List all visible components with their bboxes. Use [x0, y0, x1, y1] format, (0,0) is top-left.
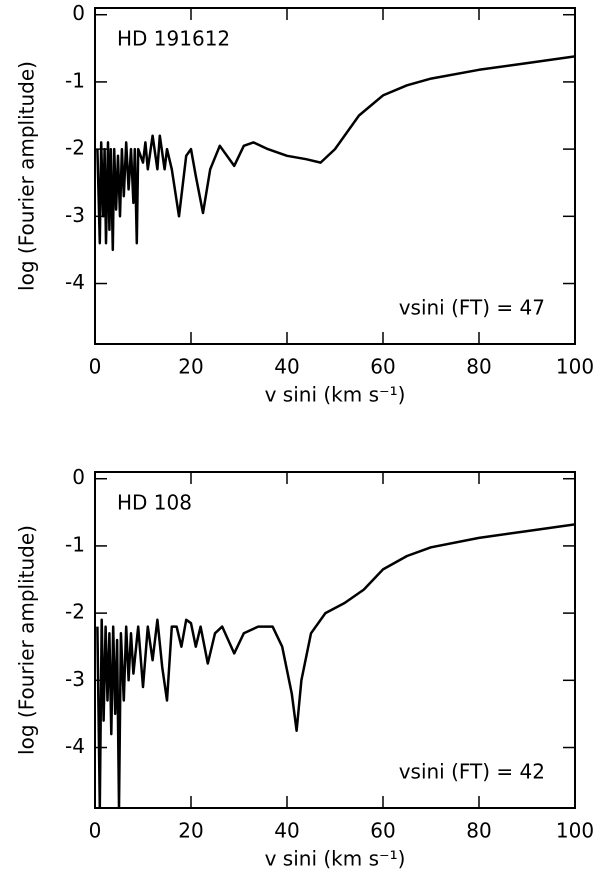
- x-tick-label: 40: [274, 355, 299, 379]
- plot-frame: [94, 471, 576, 809]
- x-axis-label: v sini (km s⁻¹): [265, 847, 406, 871]
- y-tick-label: -2: [65, 600, 85, 624]
- y-tick-label: 0: [72, 1, 85, 25]
- data-line: [96, 55, 575, 252]
- y-tick-label: 0: [72, 465, 85, 489]
- y-tick-label: -4: [65, 270, 85, 294]
- y-axis-label: log (Fourier amplitude): [15, 61, 39, 291]
- y-tick-label: -3: [65, 667, 85, 691]
- y-tick-label: -2: [65, 136, 85, 160]
- x-tick-label: 0: [89, 355, 102, 379]
- x-tick-label: 80: [466, 819, 491, 843]
- annotation: vsini (FT) = 47: [399, 296, 545, 320]
- annotation: HD 191612: [117, 27, 230, 51]
- plot-area: [96, 55, 575, 252]
- plot-frame: [94, 7, 576, 345]
- x-tick-label: 80: [466, 355, 491, 379]
- x-tick-label: 20: [178, 355, 203, 379]
- x-tick-label: 60: [370, 355, 395, 379]
- y-axis-label: log (Fourier amplitude): [15, 525, 39, 755]
- y-tick-label: -1: [65, 68, 85, 92]
- x-tick-label: 0: [89, 819, 102, 843]
- annotation: HD 108: [117, 491, 192, 515]
- x-tick-label: 20: [178, 819, 203, 843]
- y-tick-label: -1: [65, 532, 85, 556]
- data-line: [96, 523, 575, 808]
- y-tick-label: -4: [65, 734, 85, 758]
- x-tick-label: 100: [556, 819, 594, 843]
- plot-area: [96, 523, 575, 808]
- x-tick-label: 60: [370, 819, 395, 843]
- x-tick-label: 100: [556, 355, 594, 379]
- annotation: vsini (FT) = 42: [399, 760, 545, 784]
- x-tick-label: 40: [274, 819, 299, 843]
- x-axis-label: v sini (km s⁻¹): [265, 383, 406, 407]
- y-tick-label: -3: [65, 203, 85, 227]
